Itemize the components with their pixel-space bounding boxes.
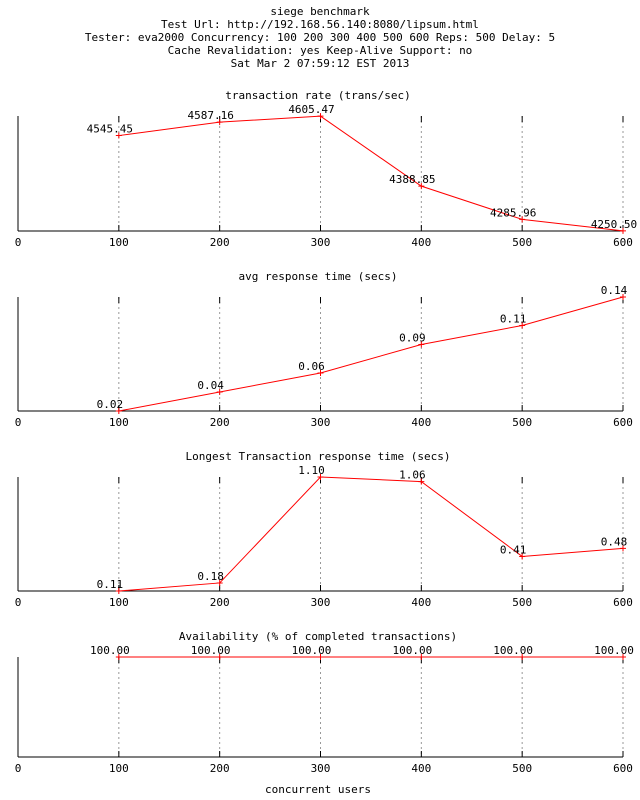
x-tick-label: 600: [613, 762, 633, 775]
value-label: 0.11: [500, 313, 527, 326]
value-label: 100.00: [392, 644, 432, 657]
x-tick-label: 500: [512, 416, 532, 429]
series-line: [118, 476, 624, 592]
x-tick-label: 300: [311, 762, 331, 775]
value-label: 4545.45: [87, 123, 133, 136]
point-marker: [620, 654, 626, 660]
chart-title: transaction rate (trans/sec): [225, 89, 410, 102]
point-marker: [115, 132, 122, 139]
value-label: 100.00: [90, 644, 130, 657]
point-marker: [418, 478, 425, 485]
value-label: 4250.50: [591, 218, 637, 231]
x-tick-label: 500: [512, 762, 532, 775]
x-tick-label: 300: [311, 596, 331, 609]
x-tick-label: 100: [109, 236, 129, 249]
x-tick-label: 400: [411, 416, 431, 429]
point-marker: [216, 389, 223, 395]
x-tick-label: 400: [411, 236, 431, 249]
point-marker: [620, 294, 626, 300]
point-marker: [519, 216, 526, 223]
header-line: Sat Mar 2 07:59:12 EST 2013: [231, 57, 410, 70]
x-tick-label: 200: [210, 762, 230, 775]
point-marker: [620, 545, 626, 552]
point-marker: [216, 119, 223, 126]
value-label: 100.00: [493, 644, 533, 657]
x-tick-label: 300: [311, 236, 331, 249]
chart-title: Availability (% of completed transaction…: [179, 630, 457, 643]
header-line: Test Url: http://192.168.56.140:8080/lip…: [161, 18, 479, 31]
point-marker: [317, 370, 324, 376]
value-label: 0.18: [197, 570, 224, 583]
point-marker: [317, 113, 324, 120]
point-marker: [519, 322, 526, 329]
x-tick-label: 400: [411, 596, 431, 609]
value-label: 100.00: [594, 644, 634, 657]
header-line: Cache Revalidation: yes Keep-Alive Suppo…: [168, 44, 473, 57]
point-marker: [115, 654, 122, 660]
header-line: siege benchmark: [270, 5, 370, 18]
point-marker: [519, 553, 526, 560]
value-label: 1.10: [298, 464, 325, 477]
x-tick-label: 600: [613, 416, 633, 429]
point-marker: [216, 579, 223, 586]
x-tick-label: 0: [15, 762, 22, 775]
x-tick-label: 200: [210, 596, 230, 609]
x-tick-label: 300: [311, 416, 331, 429]
value-label: 4285.96: [490, 206, 536, 219]
value-label: 4388.85: [389, 173, 435, 186]
value-label: 0.11: [97, 578, 124, 591]
x-tick-label: 200: [210, 236, 230, 249]
header-line: Tester: eva2000 Concurrency: 100 200 300…: [85, 31, 555, 44]
x-tick-label: 0: [15, 596, 22, 609]
series-line: [118, 115, 624, 232]
x-tick-label: 500: [512, 596, 532, 609]
x-tick-label: 100: [109, 762, 129, 775]
x-tick-label: 600: [613, 596, 633, 609]
value-label: 0.48: [601, 535, 628, 548]
point-marker: [620, 227, 626, 234]
x-tick-label: 100: [109, 416, 129, 429]
x-tick-label: 100: [109, 596, 129, 609]
series-line: [118, 296, 624, 412]
value-label: 0.14: [601, 284, 628, 297]
point-marker: [519, 654, 526, 660]
x-tick-label: 500: [512, 236, 532, 249]
value-label: 1.06: [399, 469, 426, 482]
x-axis-label: concurrent users: [265, 783, 371, 796]
point-marker: [418, 654, 425, 660]
x-tick-label: 200: [210, 416, 230, 429]
x-tick-label: 400: [411, 762, 431, 775]
value-label: 0.04: [197, 379, 224, 392]
point-marker: [115, 408, 122, 414]
value-label: 0.02: [97, 398, 124, 411]
chart-title: avg response time (secs): [239, 270, 398, 283]
value-label: 100.00: [292, 644, 332, 657]
x-tick-label: 0: [15, 416, 22, 429]
value-label: 0.09: [399, 332, 426, 345]
value-label: 0.06: [298, 360, 325, 373]
point-marker: [418, 341, 425, 348]
value-label: 4605.47: [288, 103, 334, 116]
point-marker: [216, 654, 223, 660]
point-marker: [115, 588, 122, 594]
x-tick-label: 0: [15, 236, 22, 249]
point-marker: [317, 474, 324, 480]
point-marker: [418, 183, 425, 190]
value-label: 100.00: [191, 644, 231, 657]
point-marker: [317, 654, 324, 660]
value-label: 0.41: [500, 543, 527, 556]
x-tick-label: 600: [613, 236, 633, 249]
chart-title: Longest Transaction response time (secs): [186, 450, 451, 463]
value-label: 4587.16: [187, 109, 233, 122]
